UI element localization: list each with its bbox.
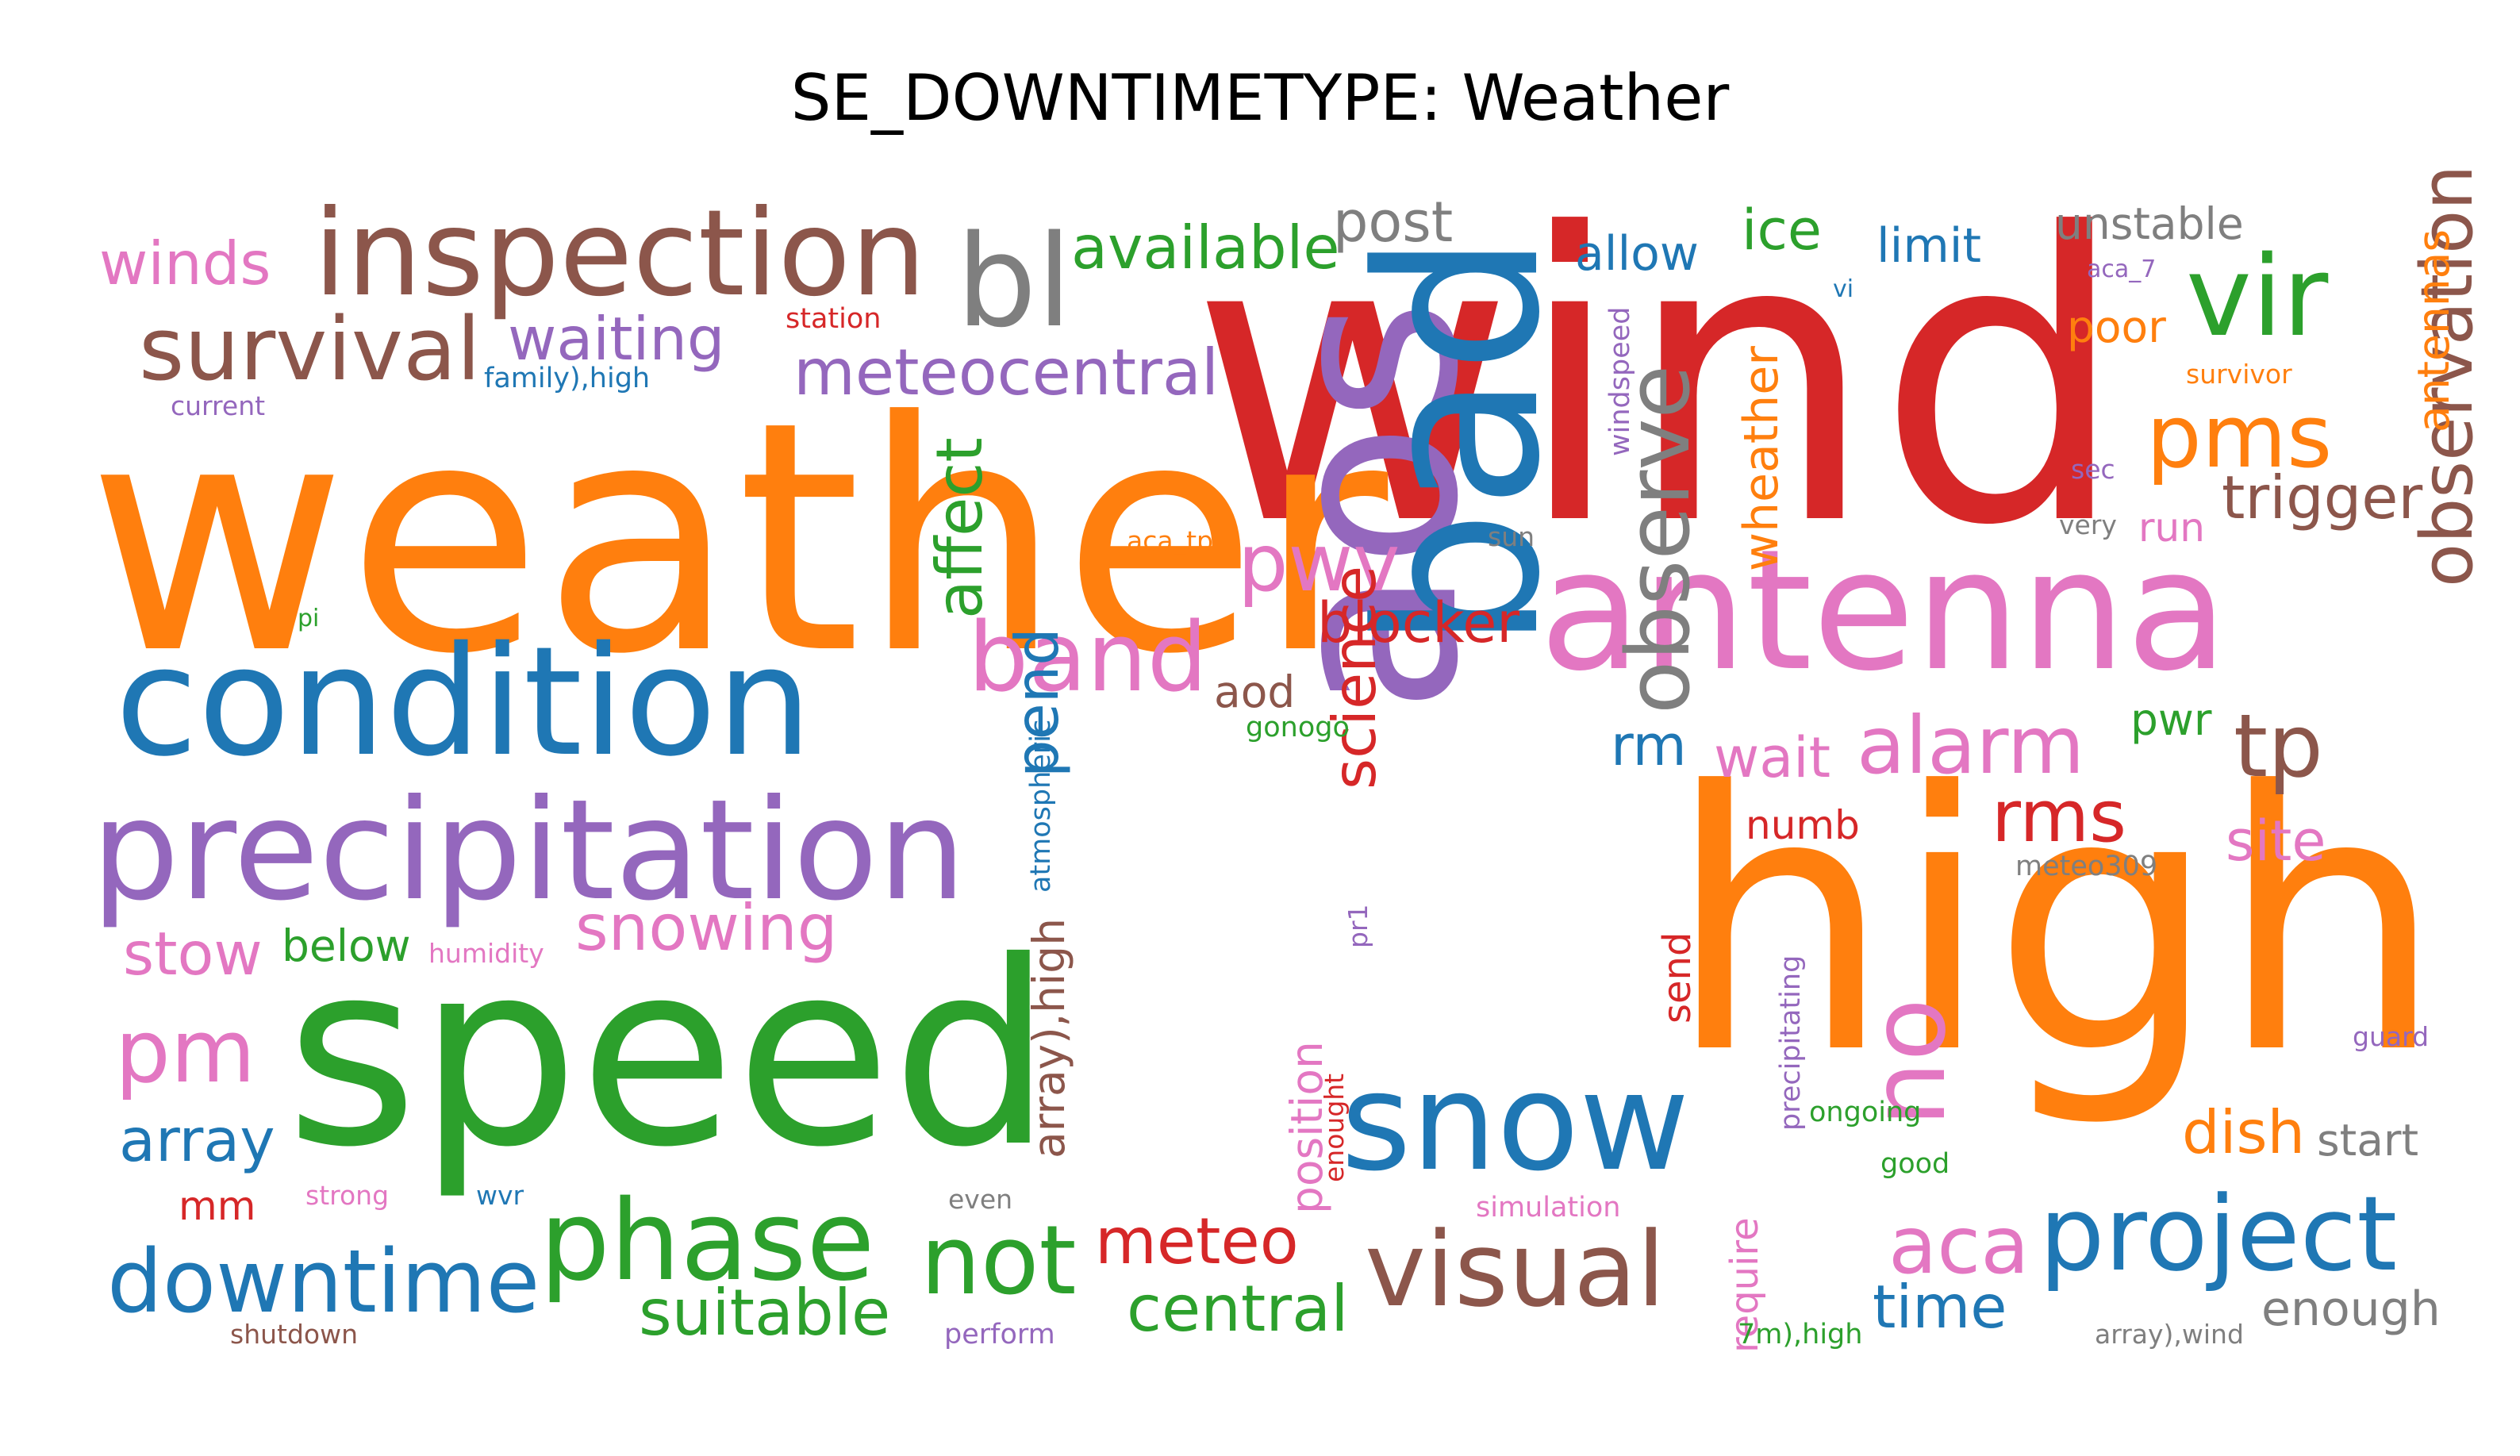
word-winds: winds	[99, 229, 271, 298]
word-trigger: trigger	[2222, 463, 2423, 532]
word-ongoing: ongoing	[1809, 1097, 1922, 1128]
word-station: station	[786, 303, 882, 335]
word-wind: wind	[1190, 150, 2129, 612]
word-current: current	[171, 390, 266, 421]
word-array-wind: array),wind	[2095, 1319, 2244, 1350]
word-family-high: family),high	[484, 363, 651, 394]
word-waiting: waiting	[508, 304, 725, 374]
word-shutdown: shutdown	[230, 1319, 359, 1350]
word-not: not	[920, 1206, 1077, 1316]
word-below: below	[282, 920, 411, 971]
word-snowing: snowing	[575, 891, 838, 965]
word-humidity: humidity	[428, 938, 544, 969]
word-antenna: antenna	[1539, 513, 2229, 708]
word-affect: affect	[923, 437, 997, 619]
word-pwr: pwr	[2130, 694, 2212, 745]
word-post: post	[1333, 190, 1454, 255]
word-run: run	[2138, 505, 2205, 551]
word-pm: pm	[115, 1001, 255, 1102]
word-aca-7: aca_7	[2087, 255, 2157, 283]
word-allow: allow	[1575, 226, 1699, 282]
word-survival: survival	[139, 298, 481, 400]
word-unstable: unstable	[2055, 198, 2244, 249]
word-band: band	[968, 603, 1208, 713]
word-guard: guard	[2353, 1021, 2430, 1052]
word-pr1: pr1	[1343, 904, 1373, 948]
word-meteo: meteo	[1095, 1204, 1299, 1278]
word-vir: vir	[2186, 232, 2329, 362]
word-snow: snow	[1341, 1044, 1690, 1201]
word-aca-tp: aca_tp	[1127, 525, 1213, 556]
word-visual: visual	[1365, 1209, 1665, 1330]
word-bl: bl	[956, 207, 1073, 355]
word-gonogo: gonogo	[1246, 712, 1350, 743]
word-meteo309: meteo309	[2015, 851, 2158, 882]
word-wait: wait	[1714, 725, 1831, 790]
word-stow: stow	[123, 919, 263, 989]
word-simulation: simulation	[1476, 1192, 1621, 1224]
word-blocker: blocker	[1317, 590, 1520, 655]
word-sun: sun	[1488, 521, 1535, 552]
word-suitable: suitable	[639, 1276, 891, 1350]
chart-title: SE_DOWNTIMETYPE: Weather	[790, 61, 1730, 135]
word-tp: tp	[2234, 695, 2323, 797]
word-very: very	[2059, 509, 2117, 540]
word-even: even	[948, 1184, 1013, 1215]
word-wheather: wheather	[1734, 346, 1789, 571]
word-vi: vi	[1833, 275, 1854, 303]
word-speed: speed	[286, 908, 1053, 1203]
word-meteocentral: meteocentral	[793, 336, 1220, 409]
word-limit: limit	[1877, 218, 1981, 274]
word-pms: pms	[2146, 386, 2333, 487]
word-dish: dish	[2182, 1097, 2306, 1167]
word-wvr: wvr	[476, 1180, 524, 1211]
word-poor: poor	[2067, 302, 2166, 352]
word-downtime: downtime	[107, 1231, 540, 1332]
word-perform: perform	[944, 1319, 1055, 1350]
word-pwv: pwv	[1238, 517, 1400, 609]
word-alarm: alarm	[1857, 699, 2085, 792]
word-antennas: antennas	[2408, 229, 2459, 432]
word-strong: strong	[305, 1180, 390, 1211]
word-mm: mm	[179, 1183, 256, 1229]
word-aod: aod	[1214, 667, 1296, 717]
word-sec: sec	[2071, 454, 2115, 485]
word-ice: ice	[1742, 198, 1823, 263]
word-precipitation: precipitation	[91, 770, 966, 932]
word-start: start	[2317, 1115, 2419, 1166]
word-phase: phase	[540, 1177, 875, 1306]
word-7m-high: 7m),high	[1738, 1319, 1863, 1350]
word-enought: enought	[1319, 1073, 1350, 1182]
word-atmospheric: atmospheric	[1025, 719, 1057, 893]
word-good: good	[1880, 1148, 1950, 1180]
word-numb: numb	[1746, 802, 1860, 848]
word-available: available	[1071, 213, 1340, 282]
word-windspeed: windspeed	[1604, 306, 1636, 456]
word-rms: rms	[1992, 775, 2126, 859]
word-condition: condition	[115, 614, 812, 789]
word-survivor: survivor	[2186, 359, 2292, 390]
word-time: time	[1873, 1272, 2007, 1342]
word-rm: rm	[1611, 713, 1687, 778]
word-weather: weather	[87, 355, 1389, 724]
word-aca: aca	[1888, 1199, 2030, 1292]
word-send: send	[1655, 932, 1700, 1024]
word-enough: enough	[2261, 1281, 2441, 1337]
word-high: high	[1666, 716, 2445, 1132]
word-array: array	[119, 1105, 275, 1175]
word-site: site	[2226, 809, 2326, 874]
word-central: central	[1127, 1272, 1349, 1346]
word-precipitating: precipitating	[1775, 955, 1807, 1131]
word-array-high: array),high	[1024, 917, 1074, 1158]
word-inspection: inspection	[313, 185, 927, 323]
word-pi: pi	[298, 605, 320, 632]
word-project: project	[2039, 1174, 2398, 1294]
